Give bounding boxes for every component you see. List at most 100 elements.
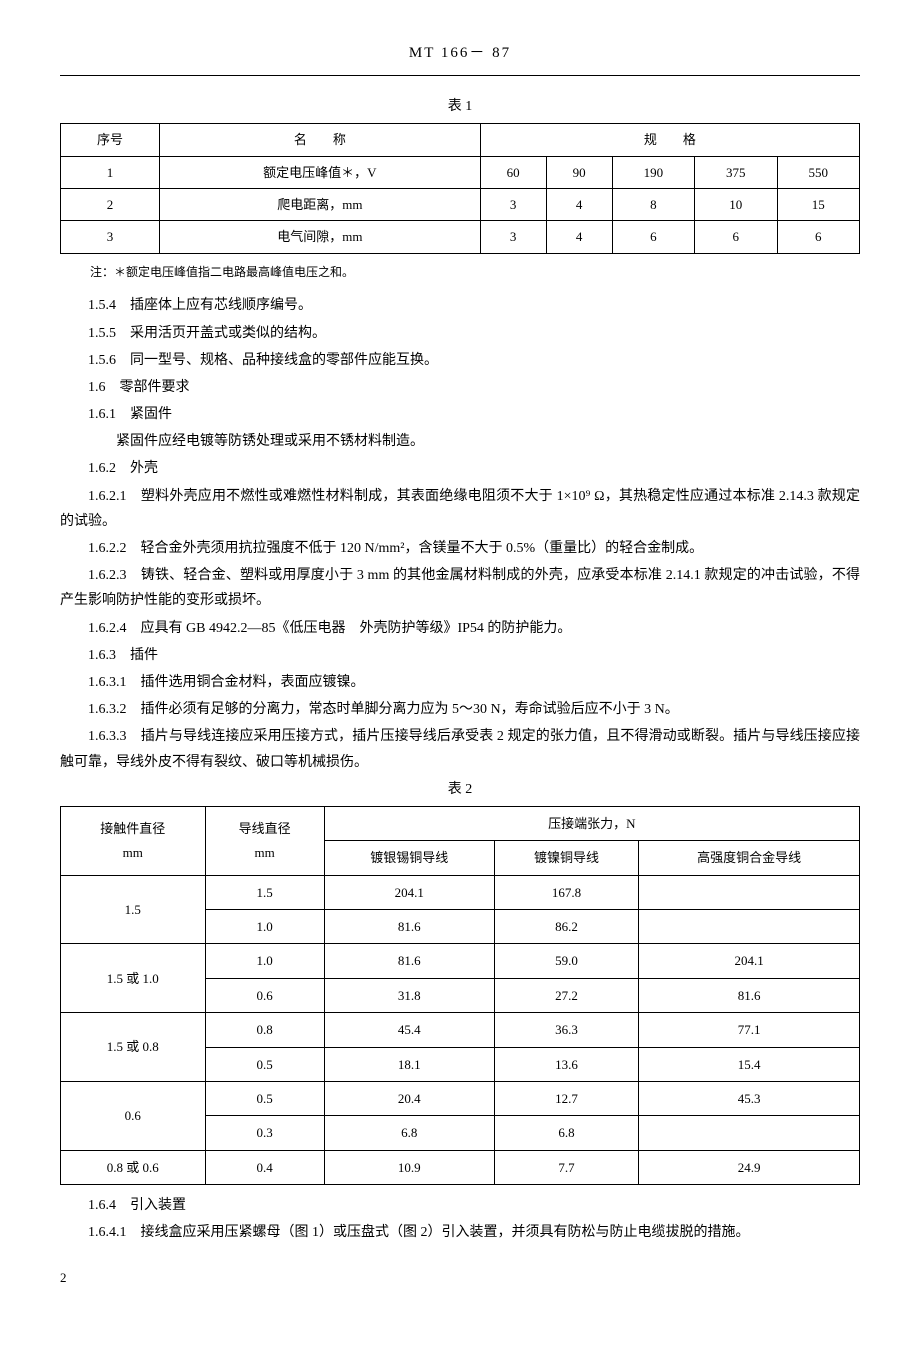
cell (639, 1116, 860, 1150)
cell: 8 (612, 188, 694, 220)
cell: 0.6 (61, 1082, 206, 1151)
cell: 15.4 (639, 1047, 860, 1081)
cell: 90 (546, 156, 612, 188)
cell: 1.0 (205, 910, 324, 944)
para-1-6-3-1: 1.6.3.1 插件选用铜合金材料，表面应镀镍。 (60, 670, 860, 695)
cell: 86.2 (494, 910, 639, 944)
cell: 0.3 (205, 1116, 324, 1150)
para-1-6-2-3: 1.6.2.3 铸铁、轻合金、塑料或用厚度小于 3 mm 的其他金属材料制成的外… (60, 563, 860, 613)
cell: 1.5 或 1.0 (61, 944, 206, 1013)
cell: 1 (61, 156, 160, 188)
cell: 1.0 (205, 944, 324, 978)
cell: 6.8 (494, 1116, 639, 1150)
page-number: 2 (60, 1266, 860, 1289)
label: 导线直径 (239, 821, 291, 836)
cell: 31.8 (324, 978, 494, 1012)
table-row: 1.5 或 1.0 1.0 81.6 59.0 204.1 (61, 944, 860, 978)
cell: 81.6 (324, 910, 494, 944)
para-1-5-4: 1.5.4 插座体上应有芯线顺序编号。 (60, 293, 860, 318)
table2: 接触件直径 mm 导线直径 mm 压接端张力，N 镀银锡铜导线 镀镍铜导线 高强… (60, 806, 860, 1185)
document-header-code: MT 166－ 87 (60, 40, 860, 67)
cell: 0.6 (205, 978, 324, 1012)
cell: 81.6 (324, 944, 494, 978)
table2-h-wire-c: 高强度铜合金导线 (639, 841, 860, 875)
cell: 0.8 或 0.6 (61, 1150, 206, 1184)
para-1-6-1: 1.6.1 紧固件 (60, 402, 860, 427)
cell: 12.7 (494, 1082, 639, 1116)
para-1-6-3: 1.6.3 插件 (60, 643, 860, 668)
cell: 60 (480, 156, 546, 188)
cell: 3 (61, 221, 160, 253)
cell (639, 910, 860, 944)
table-row: 3 电气间隙，mm 3 4 6 6 6 (61, 221, 860, 253)
cell: 额定电压峰值＊，V (159, 156, 480, 188)
para-1-6-3-3: 1.6.3.3 插片与导线连接应采用压接方式，插片压接导线后承受表 2 规定的张… (60, 724, 860, 774)
cell: 0.5 (205, 1082, 324, 1116)
cell: 190 (612, 156, 694, 188)
cell: 81.6 (639, 978, 860, 1012)
para-1-6-2: 1.6.2 外壳 (60, 456, 860, 481)
cell: 18.1 (324, 1047, 494, 1081)
cell: 3 (480, 188, 546, 220)
cell: 20.4 (324, 1082, 494, 1116)
cell: 13.6 (494, 1047, 639, 1081)
table1-note: 注：＊额定电压峰值指二电路最高峰值电压之和。 (90, 262, 860, 284)
cell: 3 (480, 221, 546, 253)
cell: 0.5 (205, 1047, 324, 1081)
para-1-5-6: 1.5.6 同一型号、规格、品种接线盒的零部件应能互换。 (60, 348, 860, 373)
para-1-6-4-1: 1.6.4.1 接线盒应采用压紧螺母（图 1）或压盘式（图 2）引入装置，并须具… (60, 1220, 860, 1245)
para-1-6-3-2: 1.6.3.2 插件必须有足够的分离力，常态时单脚分离力应为 5～30 N，寿命… (60, 697, 860, 722)
para-1-6-2-4: 1.6.2.4 应具有 GB 4942.2—85《低压电器 外壳防护等级》IP5… (60, 616, 860, 641)
table2-caption: 表 2 (60, 777, 860, 802)
table1-h-spec: 规 格 (480, 124, 859, 156)
cell: 204.1 (324, 875, 494, 909)
cell: 0.8 (205, 1013, 324, 1047)
cell: 2 (61, 188, 160, 220)
para-1-6-4: 1.6.4 引入装置 (60, 1193, 860, 1218)
table-row: 1.5 1.5 204.1 167.8 (61, 875, 860, 909)
cell: 167.8 (494, 875, 639, 909)
cell: 77.1 (639, 1013, 860, 1047)
cell: 15 (777, 188, 860, 220)
table-row: 1.5 或 0.8 0.8 45.4 36.3 77.1 (61, 1013, 860, 1047)
table1-caption: 表 1 (60, 94, 860, 119)
cell: 6 (695, 221, 777, 253)
header-rule (60, 75, 860, 76)
table-row: 2 爬电距离，mm 3 4 8 10 15 (61, 188, 860, 220)
cell: 24.9 (639, 1150, 860, 1184)
cell: 6.8 (324, 1116, 494, 1150)
cell: 204.1 (639, 944, 860, 978)
cell: 0.4 (205, 1150, 324, 1184)
cell: 电气间隙，mm (159, 221, 480, 253)
cell: 7.7 (494, 1150, 639, 1184)
cell: 6 (777, 221, 860, 253)
table1-h-name: 名 称 (159, 124, 480, 156)
cell: 1.5 或 0.8 (61, 1013, 206, 1082)
cell: 45.3 (639, 1082, 860, 1116)
table1: 序号 名 称 规 格 1 额定电压峰值＊，V 60 90 190 375 550… (60, 123, 860, 254)
para-1-6-2-2: 1.6.2.2 轻合金外壳须用抗拉强度不低于 120 N/mm²，含镁量不大于 … (60, 536, 860, 561)
para-1-6: 1.6 零部件要求 (60, 375, 860, 400)
table2-h-tension: 压接端张力，N (324, 806, 859, 840)
cell: 1.5 (205, 875, 324, 909)
table2-h-contact-dia: 接触件直径 mm (61, 806, 206, 875)
table2-h-wire-a: 镀银锡铜导线 (324, 841, 494, 875)
para-1-5-5: 1.5.5 采用活页开盖式或类似的结构。 (60, 321, 860, 346)
cell: 375 (695, 156, 777, 188)
cell: 59.0 (494, 944, 639, 978)
cell: 10 (695, 188, 777, 220)
label: 接触件直径 (100, 821, 165, 836)
cell: 4 (546, 221, 612, 253)
cell: 45.4 (324, 1013, 494, 1047)
cell: 爬电距离，mm (159, 188, 480, 220)
cell: 36.3 (494, 1013, 639, 1047)
table-row: 1 额定电压峰值＊，V 60 90 190 375 550 (61, 156, 860, 188)
table1-h-seq: 序号 (61, 124, 160, 156)
para-1-6-1-body: 紧固件应经电镀等防锈处理或采用不锈材料制造。 (60, 429, 860, 454)
table2-h-wire-dia: 导线直径 mm (205, 806, 324, 875)
cell: 1.5 (61, 875, 206, 944)
unit: mm (255, 845, 275, 860)
table-row: 0.6 0.5 20.4 12.7 45.3 (61, 1082, 860, 1116)
para-1-6-2-1: 1.6.2.1 塑料外壳应用不燃性或难燃性材料制成，其表面绝缘电阻须不大于 1×… (60, 484, 860, 534)
cell: 6 (612, 221, 694, 253)
